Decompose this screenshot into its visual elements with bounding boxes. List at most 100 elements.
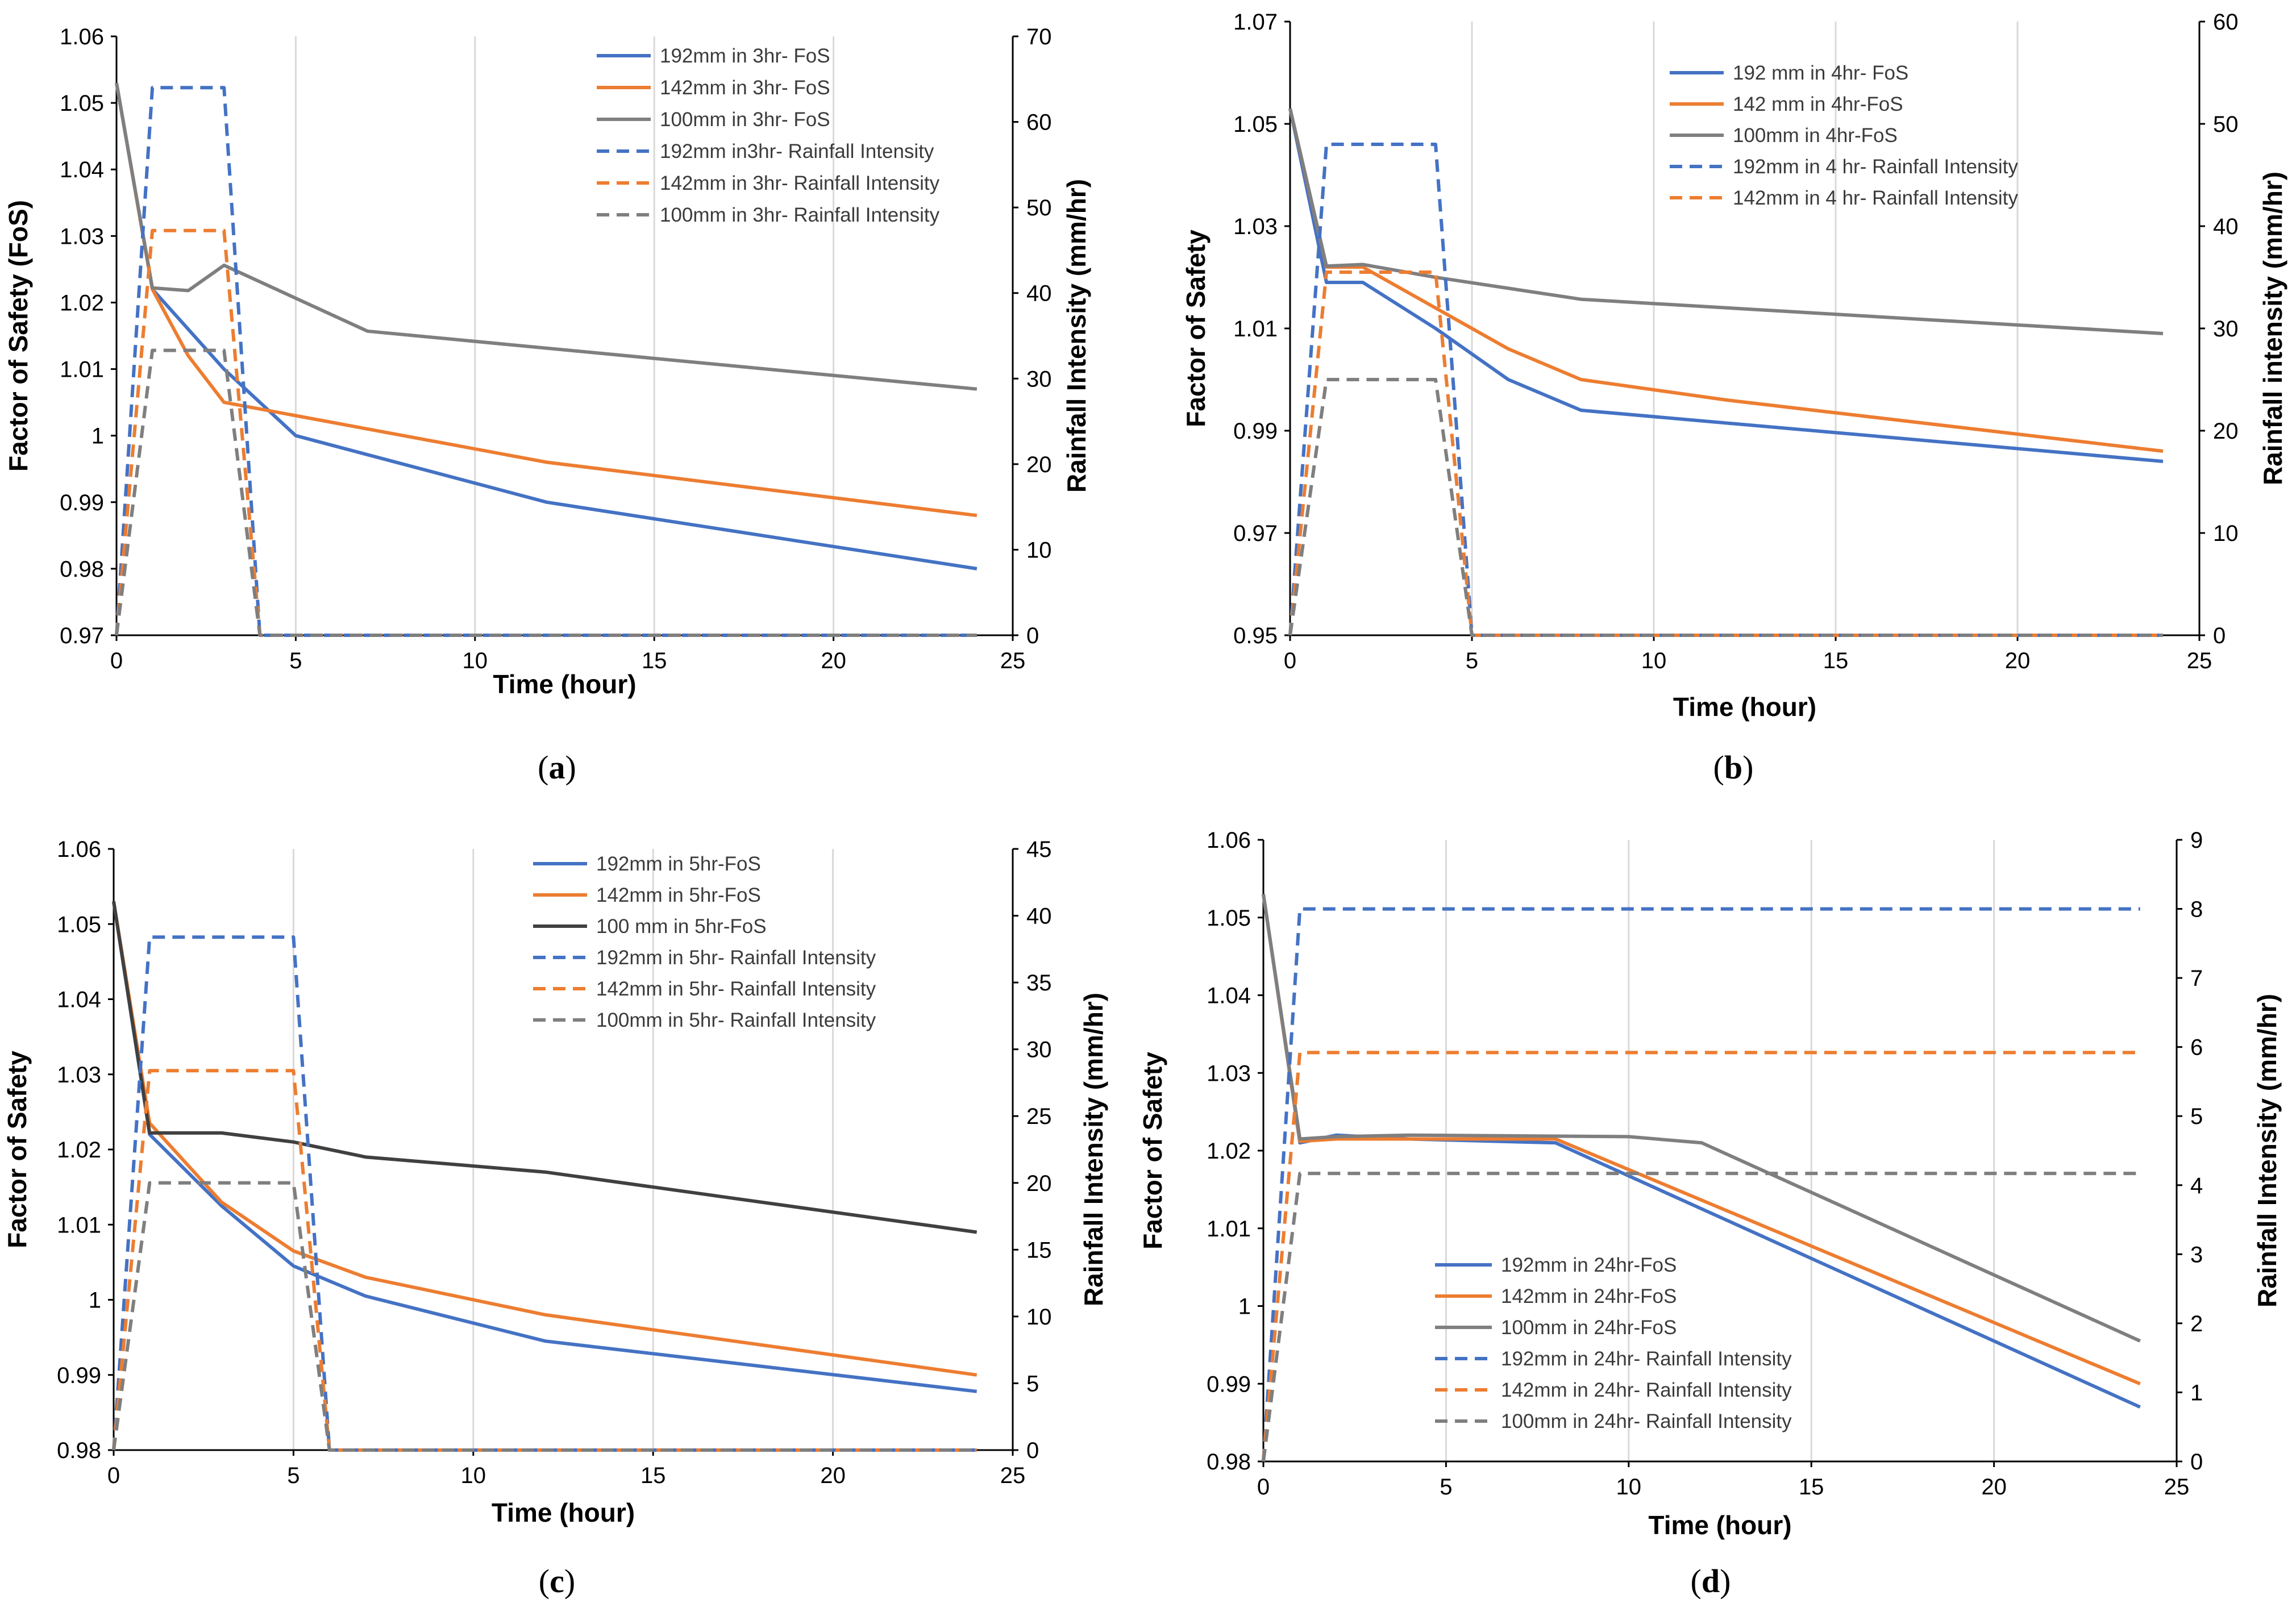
x-tick-label: 5 bbox=[1466, 648, 1478, 673]
y-tick-label: 1.03 bbox=[1233, 214, 1278, 239]
legend: 192 mm in 4hr- FoS 142 mm in 4hr-FoS 100mm… bbox=[1670, 62, 2018, 209]
series-line-142mm-in-24hr-fos bbox=[1262, 894, 2141, 1386]
series-line-192mm-in-4-hr-rainfall-intensity bbox=[1288, 143, 2163, 637]
y-tick-label: 1.06 bbox=[57, 837, 101, 862]
y2-tick-label: 10 bbox=[2213, 521, 2239, 546]
y-axis-title: Factor of Safety (FoS) bbox=[3, 200, 33, 472]
legend-label: 142mm in 4 hr- Rainfall Intensity bbox=[1733, 187, 2018, 209]
y2-tick-label: 60 bbox=[2213, 10, 2239, 35]
x-tick-label: 25 bbox=[2187, 648, 2212, 673]
y2-tick-label: 10 bbox=[1026, 1305, 1052, 1330]
x-axis-title: Time (hour) bbox=[1673, 692, 1816, 722]
y-tick-label: 1.06 bbox=[1207, 828, 1251, 853]
y-tick-label: 1.07 bbox=[1233, 10, 1278, 35]
legend-label: 192mm in 24hr- Rainfall Intensity bbox=[1501, 1348, 1792, 1370]
y2-tick-label: 50 bbox=[2213, 112, 2239, 137]
x-axis-title: Time (hour) bbox=[1648, 1510, 1791, 1540]
y2-tick-label: 0 bbox=[2213, 623, 2226, 648]
x-tick-label: 20 bbox=[820, 1463, 846, 1488]
legend-label: 192mm in3hr- Rainfall Intensity bbox=[660, 140, 934, 163]
y-tick-label: 1 bbox=[89, 1288, 101, 1313]
x-tick-label: 0 bbox=[1257, 1475, 1270, 1500]
series-line-192mm-in3hr-rainfall-intensity bbox=[115, 86, 977, 637]
y-tick-label: 1.05 bbox=[1207, 906, 1251, 931]
series-line-142mm-in-5hr-fos bbox=[112, 901, 978, 1377]
y2-tick-label: 5 bbox=[2190, 1104, 2203, 1129]
series-line-unlabeled bbox=[1288, 378, 2163, 637]
panel-caption-letter: d bbox=[1702, 1563, 1720, 1600]
y-tick-label: 0.99 bbox=[1233, 419, 1278, 444]
y2-axis-title: Rainfall intensity (mm/hr) bbox=[2258, 172, 2287, 485]
y-tick-label: 1 bbox=[91, 424, 104, 449]
series-line-100mm-in-3hr-rainfall-intensity bbox=[115, 348, 977, 637]
y-tick-label: 1.04 bbox=[1207, 984, 1251, 1009]
x-tick-label: 15 bbox=[1799, 1475, 1824, 1500]
legend: 192mm in 3hr- FoS 142mm in 3hr- FoS 100mm … bbox=[597, 45, 940, 226]
series-line-142mm-in-5hr-rainfall-intensity bbox=[112, 1069, 977, 1452]
series-line-100mm-in-5hr-rainfall-intensity bbox=[112, 1181, 977, 1452]
y-tick-label: 1.02 bbox=[1207, 1139, 1251, 1164]
legend-label: 142mm in 24hr- Rainfall Intensity bbox=[1501, 1379, 1792, 1401]
y2-tick-label: 5 bbox=[1026, 1371, 1039, 1396]
legend-label: 100mm in 3hr- Rainfall Intensity bbox=[660, 204, 940, 226]
legend-label: 142mm in 5hr- Rainfall Intensity bbox=[596, 978, 876, 1000]
y-tick-label: 1.03 bbox=[57, 1063, 101, 1088]
y2-tick-label: 20 bbox=[1026, 452, 1052, 477]
y-tick-label: 1.05 bbox=[60, 91, 104, 116]
y-tick-label: 1.01 bbox=[1233, 316, 1278, 341]
legend-label: 142mm in 3hr- FoS bbox=[660, 77, 830, 99]
panel-caption-letter: a bbox=[549, 749, 565, 786]
x-tick-label: 20 bbox=[2005, 648, 2031, 673]
series-line-192mm-in-24hr-rainfall-intensity bbox=[1262, 907, 2140, 1462]
y-tick-label: 1.01 bbox=[57, 1213, 101, 1238]
panel-c: 0 5 10 15 20 25 0.98 0.99 1 1.01 1.02 1.03 1.04 1.05 1… bbox=[2, 837, 1108, 1600]
x-tick-label: 15 bbox=[642, 648, 667, 673]
x-tick-label: 5 bbox=[287, 1463, 300, 1488]
legend-label: 100mm in 24hr-FoS bbox=[1501, 1317, 1677, 1339]
y-tick-label: 1.02 bbox=[57, 1138, 101, 1163]
legend-label: 142mm in 3hr- Rainfall Intensity bbox=[660, 172, 940, 194]
x-tick-label: 25 bbox=[1000, 648, 1026, 673]
y2-tick-label: 60 bbox=[1026, 110, 1052, 135]
panel-caption: (b) bbox=[1713, 749, 1754, 786]
y2-tick-label: 30 bbox=[1026, 366, 1052, 391]
legend-label: 100mm in 3hr- FoS bbox=[660, 109, 830, 131]
series-line-142mm-in-4-hr-rainfall-intensity bbox=[1288, 270, 2163, 637]
y-tick-label: 1.01 bbox=[1207, 1217, 1251, 1242]
panel-caption: (d) bbox=[1691, 1563, 1731, 1600]
x-tick-label: 20 bbox=[821, 648, 846, 673]
y2-axis-title: Rainfall Intensity (mm/hr) bbox=[1062, 179, 1091, 493]
y2-tick-label: 40 bbox=[1026, 904, 1052, 929]
y2-tick-label: 25 bbox=[1026, 1104, 1052, 1129]
y-tick-label: 1.01 bbox=[60, 357, 104, 382]
y-tick-label: 0.95 bbox=[1233, 623, 1278, 648]
y-tick-label: 0.99 bbox=[60, 490, 104, 515]
y2-tick-label: 2 bbox=[2190, 1311, 2203, 1336]
y2-tick-label: 4 bbox=[2190, 1173, 2203, 1198]
series-line-192-mm-in-4hr-fos bbox=[1288, 108, 2164, 463]
y-axis-title: Factor of Safety bbox=[2, 1051, 32, 1248]
legend-label: 192mm in 24hr-FoS bbox=[1501, 1254, 1677, 1276]
legend-label: 192 mm in 4hr- FoS bbox=[1733, 62, 1908, 84]
y2-tick-label: 40 bbox=[1026, 281, 1052, 306]
series-line-192mm-in-5hr-fos bbox=[112, 901, 978, 1393]
y2-tick-label: 0 bbox=[1026, 623, 1039, 648]
y-tick-label: 0.97 bbox=[60, 623, 104, 648]
y2-tick-label: 20 bbox=[2213, 419, 2239, 444]
y2-tick-label: 30 bbox=[2213, 316, 2239, 341]
y2-tick-label: 70 bbox=[1026, 24, 1052, 49]
y-tick-label: 1.05 bbox=[1233, 112, 1278, 137]
y2-tick-label: 0 bbox=[1026, 1438, 1039, 1463]
legend: 192mm in 24hr-FoS 142mm in 24hr-FoS 100mm … bbox=[1435, 1254, 1792, 1432]
y-tick-label: 0.99 bbox=[57, 1363, 101, 1388]
legend-label: 100mm in 4hr-FoS bbox=[1733, 124, 1898, 147]
y2-tick-label: 40 bbox=[2213, 214, 2239, 239]
y-tick-label: 0.98 bbox=[57, 1438, 101, 1463]
y-tick-label: 1.03 bbox=[1207, 1061, 1251, 1086]
y-axis-title: Factor of Safety bbox=[1181, 230, 1211, 427]
y-tick-label: 1.03 bbox=[60, 224, 104, 249]
panel-d: 0 5 10 15 20 250.980.9911.011.021.031.041.051… bbox=[1138, 828, 2282, 1600]
y-tick-label: 1.05 bbox=[57, 912, 101, 937]
x-tick-label: 5 bbox=[289, 648, 302, 673]
